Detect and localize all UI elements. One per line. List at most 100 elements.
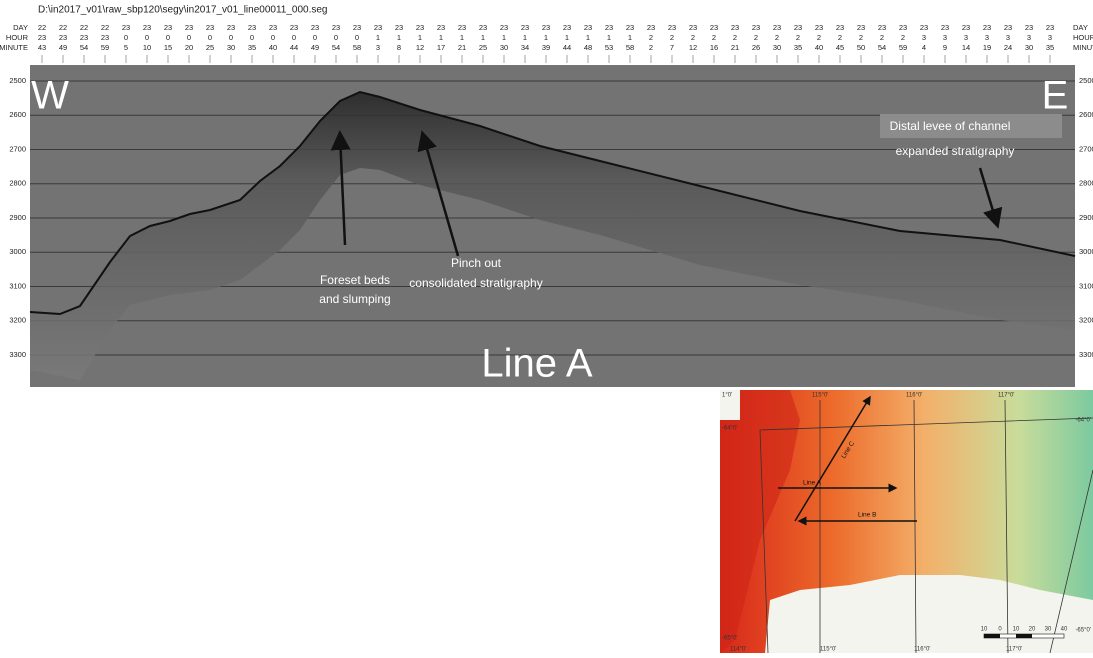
map-coord: 114°0' [730, 647, 746, 653]
time-cell: 2 [796, 33, 800, 42]
time-cell: 23 [101, 33, 109, 42]
time-cell: 58 [626, 43, 634, 52]
time-cell: 23 [395, 23, 403, 32]
time-cell: 23 [269, 23, 277, 32]
time-cell: 3 [1006, 33, 1010, 42]
time-cell: 1 [544, 33, 548, 42]
map-coord: -65°0' [1075, 628, 1091, 634]
time-cell: 0 [208, 33, 212, 42]
time-cell: 23 [1046, 23, 1054, 32]
map-line-label: Line A [803, 480, 822, 487]
time-cell: 30 [1025, 43, 1033, 52]
time-cell: 23 [605, 23, 613, 32]
time-cell: 23 [731, 23, 739, 32]
time-cell: 2 [859, 33, 863, 42]
time-cell: 5 [124, 43, 128, 52]
depth-tick-label: 3100 [9, 281, 26, 290]
map-coord: 1°0' [722, 393, 732, 399]
time-cell: 45 [836, 43, 844, 52]
time-cell: 30 [227, 43, 235, 52]
time-cell: 15 [164, 43, 172, 52]
time-cell: 23 [479, 23, 487, 32]
depth-tick-label: 2900 [1079, 213, 1093, 222]
time-cell: 23 [815, 23, 823, 32]
scale-label: 30 [1045, 627, 1052, 633]
time-cell: 23 [668, 23, 676, 32]
depth-tick-label: 3100 [1079, 281, 1093, 290]
time-cell: 23 [290, 23, 298, 32]
time-cell: 35 [794, 43, 802, 52]
time-cell: 2 [754, 33, 758, 42]
time-cell: 23 [1025, 23, 1033, 32]
depth-tick-label: 2700 [1079, 144, 1093, 153]
time-cell: 59 [101, 43, 109, 52]
time-cell: 53 [605, 43, 613, 52]
time-cell: 4 [922, 43, 926, 52]
time-cell: 0 [313, 33, 317, 42]
time-cell: 23 [626, 23, 634, 32]
time-cell: 23 [710, 23, 718, 32]
time-cell: 25 [206, 43, 214, 52]
time-cell: 3 [964, 33, 968, 42]
time-cell: 9 [943, 43, 947, 52]
time-cell: 23 [227, 23, 235, 32]
time-cell: 23 [878, 23, 886, 32]
scale-bar [984, 634, 1000, 638]
page: D:\in2017_v01\raw_sbp120\segy\in2017_v01… [0, 0, 1093, 653]
time-cell: 58 [353, 43, 361, 52]
west-label: W [31, 74, 69, 118]
map-line-label: Line B [858, 512, 876, 519]
row-label: HOUR [1073, 33, 1093, 42]
time-cell: 2 [670, 33, 674, 42]
time-cell: 17 [437, 43, 445, 52]
time-cell: 44 [563, 43, 571, 52]
time-cell: 23 [437, 23, 445, 32]
east-label: E [1042, 74, 1069, 118]
time-cell: 43 [38, 43, 46, 52]
time-cell: 49 [311, 43, 319, 52]
time-cell: 30 [773, 43, 781, 52]
time-cell: 23 [416, 23, 424, 32]
time-cell: 8 [397, 43, 401, 52]
time-cell: 2 [838, 33, 842, 42]
scale-label: 40 [1061, 627, 1068, 633]
time-cell: 23 [836, 23, 844, 32]
depth-tick-label: 2500 [1079, 76, 1093, 85]
time-cell: 23 [647, 23, 655, 32]
time-cell: 59 [899, 43, 907, 52]
time-cell: 35 [248, 43, 256, 52]
time-cell: 0 [334, 33, 338, 42]
time-cell: 0 [124, 33, 128, 42]
time-cell: 23 [773, 23, 781, 32]
time-cell: 23 [59, 33, 67, 42]
annotation: Foreset beds [320, 273, 390, 287]
time-cell: 2 [691, 33, 695, 42]
time-cell: 23 [38, 33, 46, 42]
map-coord: 115°0' [820, 647, 836, 653]
time-cell: 50 [857, 43, 865, 52]
map-coord: 117°0' [998, 393, 1014, 399]
time-cell: 23 [206, 23, 214, 32]
time-cell: 2 [733, 33, 737, 42]
time-cell: 12 [689, 43, 697, 52]
profile-title: Line A [481, 342, 593, 386]
time-cell: 0 [271, 33, 275, 42]
time-cell: 34 [521, 43, 529, 52]
depth-tick-label: 2600 [9, 110, 26, 119]
time-cell: 23 [752, 23, 760, 32]
map-coord: 117°0' [1006, 647, 1022, 653]
time-cell: 1 [565, 33, 569, 42]
map-coord: -65°0' [722, 636, 738, 642]
map-coord: 116°0' [906, 393, 922, 399]
time-cell: 44 [290, 43, 298, 52]
time-cell: 48 [584, 43, 592, 52]
time-cell: 23 [983, 23, 991, 32]
time-cell: 21 [458, 43, 466, 52]
time-cell: 54 [80, 43, 88, 52]
time-cell: 23 [80, 33, 88, 42]
time-cell: 3 [1048, 33, 1052, 42]
time-cell: 23 [248, 23, 256, 32]
time-cell: 1 [502, 33, 506, 42]
time-cell: 19 [983, 43, 991, 52]
time-cell: 26 [752, 43, 760, 52]
